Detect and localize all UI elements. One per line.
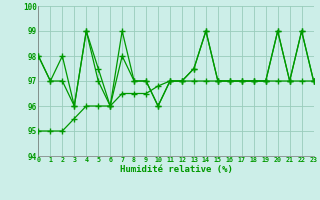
X-axis label: Humidité relative (%): Humidité relative (%) bbox=[120, 165, 232, 174]
